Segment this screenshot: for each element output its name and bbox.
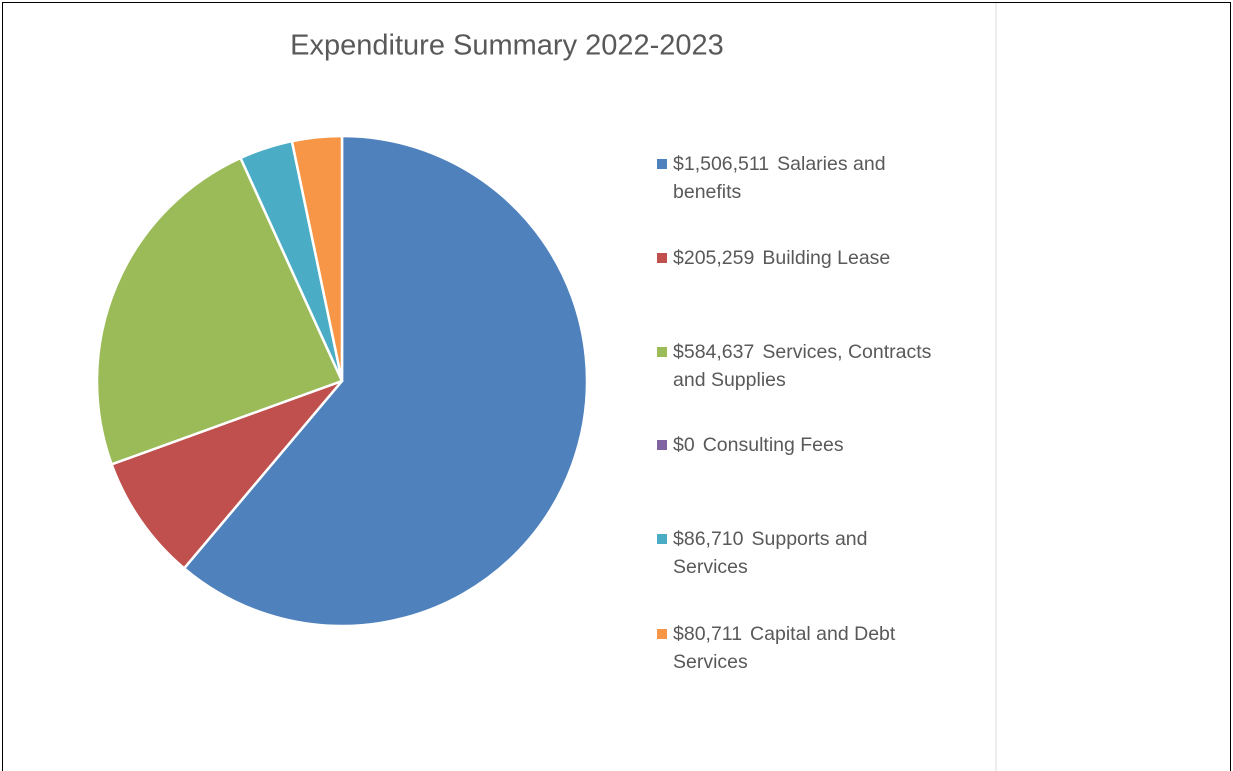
legend-swatch bbox=[657, 534, 667, 544]
legend-label: Consulting Fees bbox=[702, 434, 844, 456]
pie-slice bbox=[95, 156, 344, 466]
legend-label: Building Lease bbox=[762, 247, 891, 269]
legend-label: Capital and Debt Services bbox=[673, 623, 896, 673]
legend-item: $80,711 Capital and Debt Services bbox=[657, 620, 943, 676]
legend-item: $86,710 Supports and Services bbox=[657, 525, 943, 581]
legend-value: $86,710 bbox=[673, 528, 744, 550]
legend-swatch bbox=[657, 347, 667, 357]
pie bbox=[95, 134, 589, 628]
legend-value: $0 bbox=[673, 434, 695, 456]
legend-swatch bbox=[657, 159, 667, 169]
legend-swatch bbox=[657, 253, 667, 263]
legend-value: $80,711 bbox=[673, 623, 743, 645]
legend-item: $584,637 Services, Contracts and Supplies bbox=[657, 338, 943, 394]
legend-item: $0 Consulting Fees bbox=[657, 431, 943, 459]
legend-item: $205,259 Building Lease bbox=[657, 244, 943, 272]
legend-value: $584,637 bbox=[673, 341, 755, 363]
legend-value: $1,506,511 bbox=[673, 153, 770, 175]
chart-title: Expenditure Summary 2022-2023 bbox=[290, 30, 724, 62]
legend-label: Salaries and benefits bbox=[673, 153, 886, 203]
legend-item: $1,506,511 Salaries and benefits bbox=[657, 150, 943, 206]
pie-slice bbox=[110, 379, 344, 570]
legend-value: $205,259 bbox=[673, 247, 755, 269]
legend-label: Supports and Services bbox=[673, 528, 868, 578]
pie-slice bbox=[182, 134, 589, 628]
legend-label: Services, Contracts and Supplies bbox=[673, 341, 932, 391]
legend-swatch bbox=[657, 440, 667, 450]
legend-swatch bbox=[657, 629, 667, 639]
pie-slice bbox=[290, 134, 344, 383]
